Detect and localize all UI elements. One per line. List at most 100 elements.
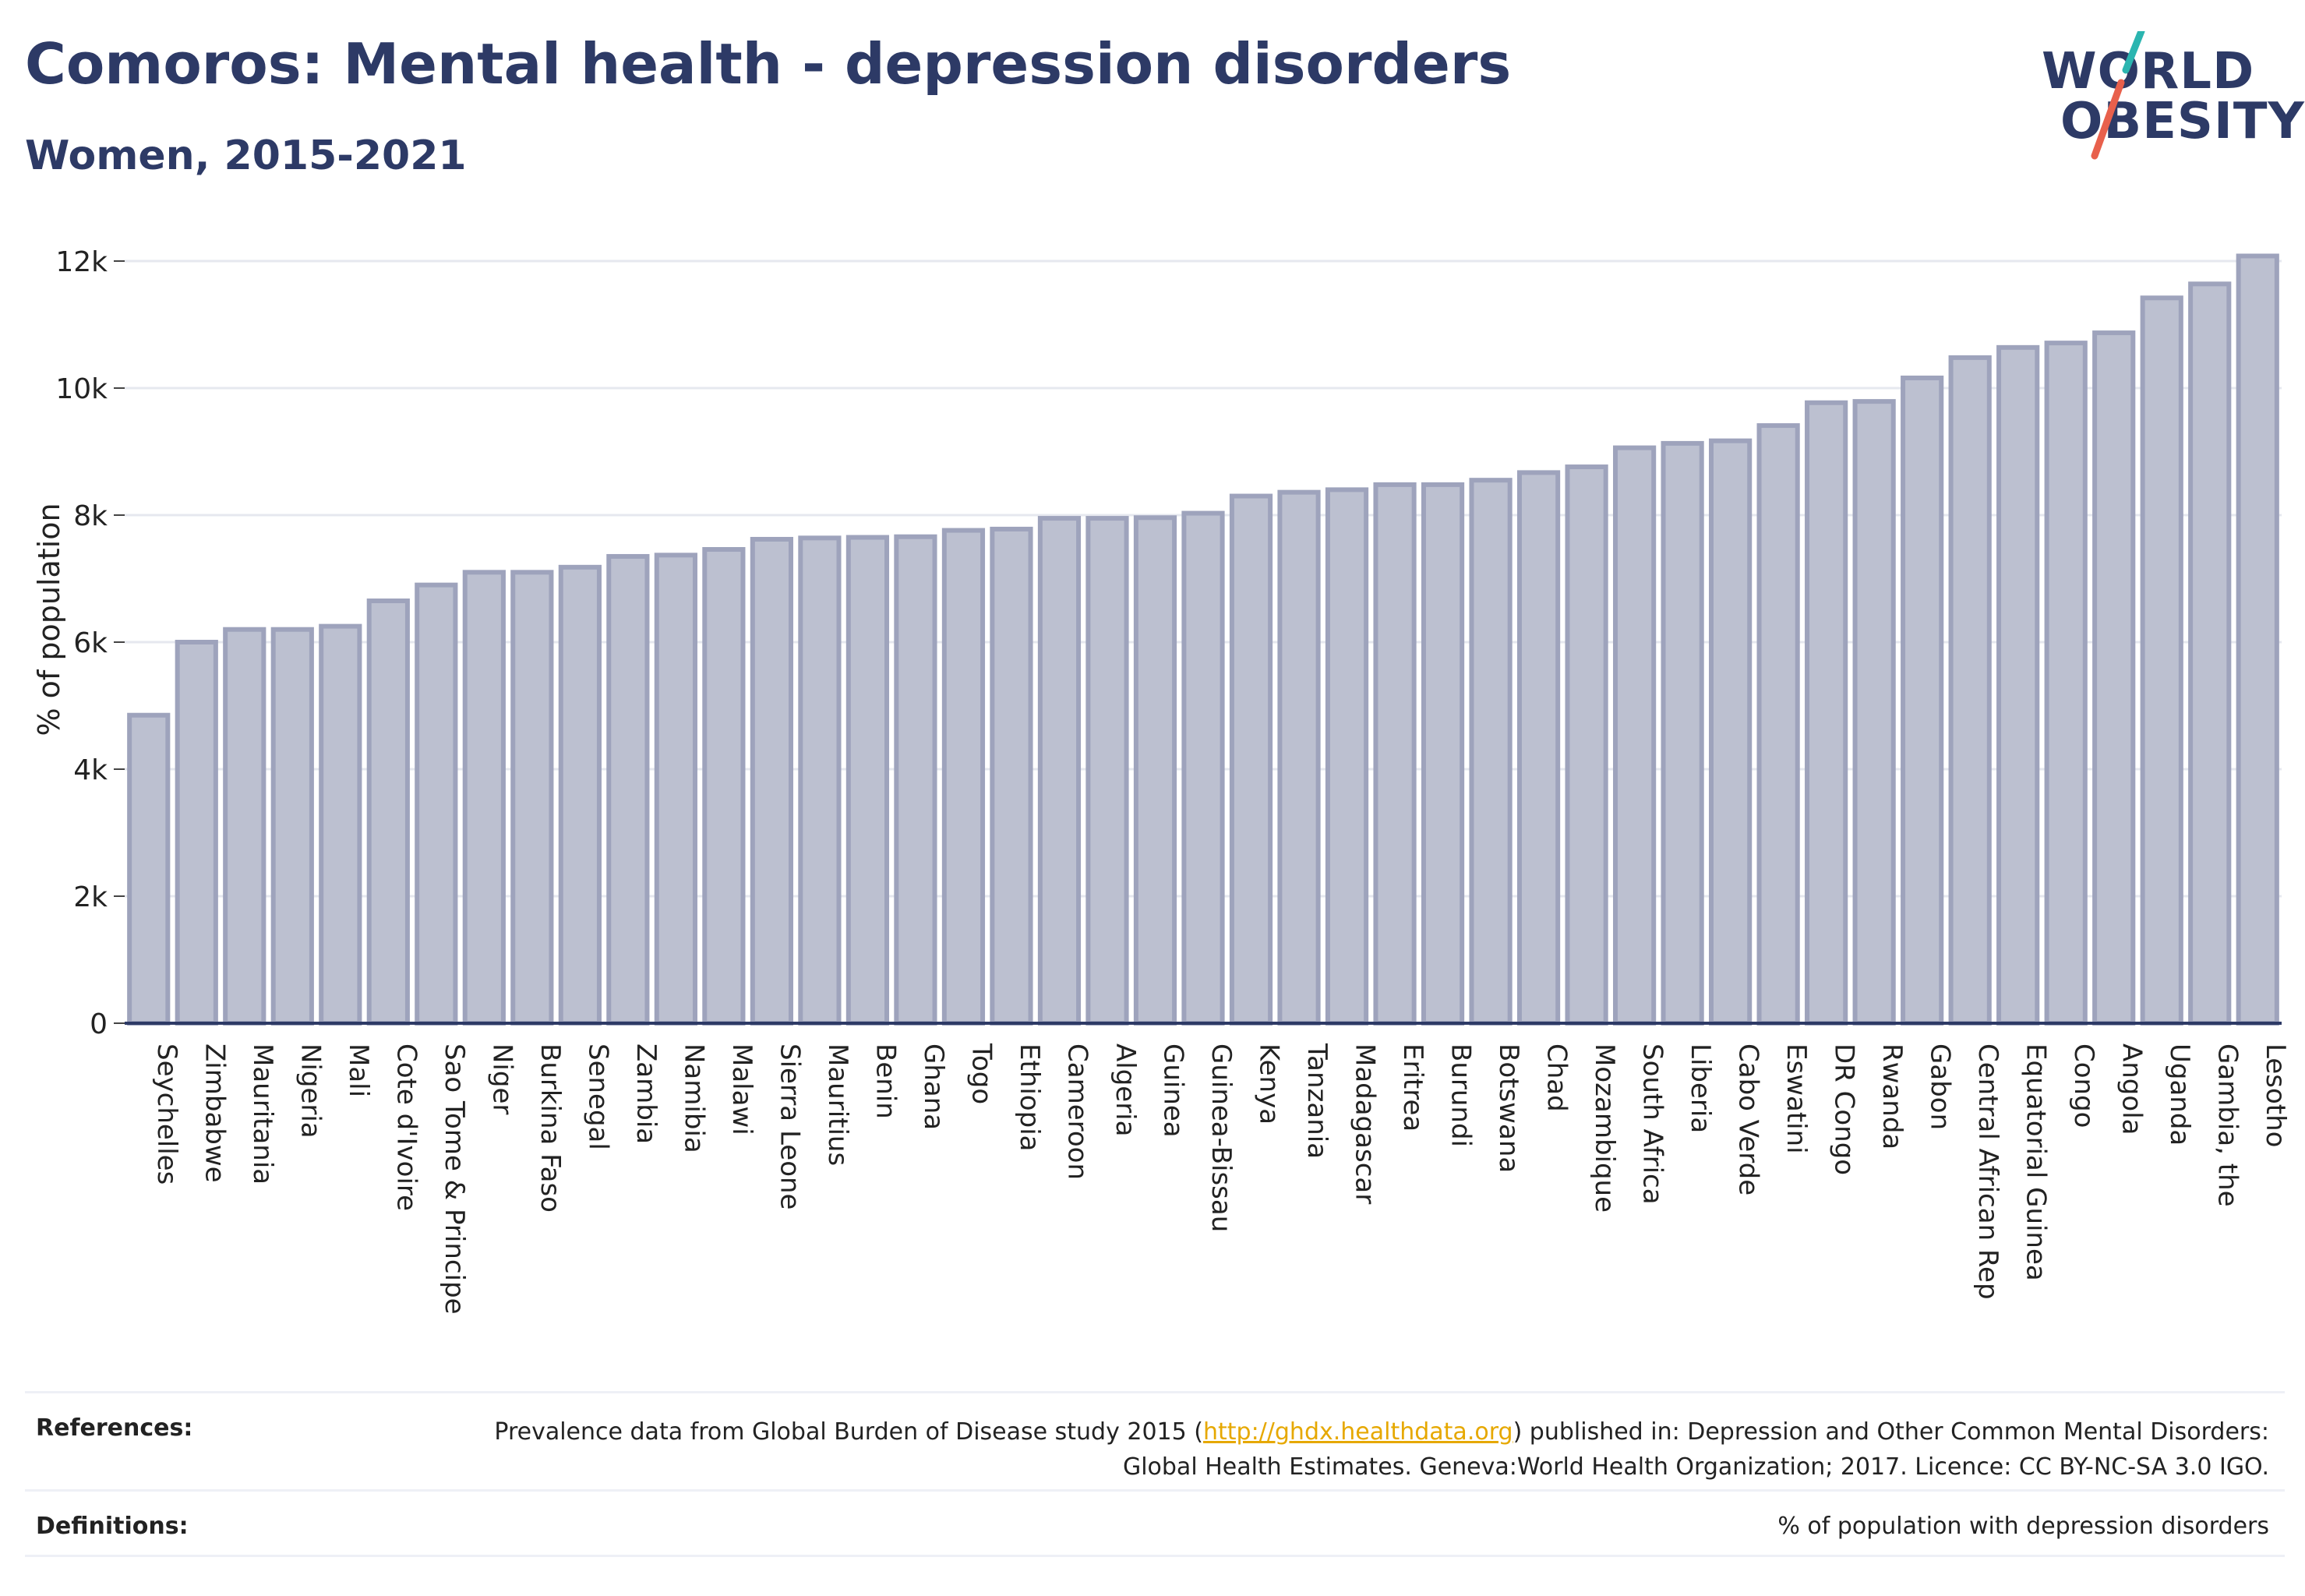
y-axis-label: % of population	[32, 503, 66, 736]
bar[interactable]	[2044, 341, 2088, 1026]
bar[interactable]	[319, 623, 362, 1026]
x-tick-label: Congo	[2068, 1043, 2099, 1128]
bar-chart: 0 2k 4k 6k 8k 10k 12k Seychelles Zimbabwe Maurita…	[32, 246, 2291, 1315]
x-tick-label: Sierra Leone	[774, 1043, 805, 1209]
x-tick-label: Central African Rep	[1972, 1043, 2003, 1300]
x-tick-label: Zimbabwe	[199, 1043, 230, 1183]
definitions-text: % of population with depression disorder…	[1777, 1513, 2269, 1540]
bar[interactable]	[1756, 423, 1800, 1026]
bar[interactable]	[1373, 482, 1417, 1026]
bar[interactable]	[1565, 464, 1608, 1026]
x-tick-label: Tanzania	[1301, 1043, 1333, 1159]
footer-divider-bottom	[25, 1555, 2285, 1557]
bar[interactable]	[1901, 375, 1944, 1026]
x-tick-label: Kenya	[1254, 1043, 1285, 1125]
x-tick-label: Togo	[965, 1043, 997, 1104]
bar[interactable]	[990, 526, 1033, 1026]
x-tick-label: Equatorial Guinea	[2021, 1043, 2052, 1281]
y-tick-label: 0	[90, 1008, 108, 1040]
x-tick-label: Mozambique	[1589, 1043, 1620, 1213]
bar[interactable]	[2092, 330, 2136, 1026]
bar[interactable]	[1421, 482, 1465, 1026]
x-tick-label: Chad	[1541, 1043, 1573, 1112]
bar[interactable]	[1852, 399, 1896, 1026]
bar[interactable]	[2236, 253, 2279, 1026]
bar[interactable]	[1996, 344, 2040, 1026]
bar[interactable]	[2188, 281, 2232, 1026]
references-text-after: ) published in: Depression and Other Com…	[1122, 1418, 2269, 1481]
x-tick-label: Malawi	[726, 1043, 757, 1135]
definitions-label: Definitions:	[36, 1513, 189, 1540]
bar[interactable]	[1181, 510, 1225, 1026]
bar[interactable]	[1516, 470, 1561, 1026]
bar[interactable]	[366, 598, 410, 1026]
bar[interactable]	[127, 712, 171, 1026]
x-tick-label: Burkina Faso	[535, 1043, 566, 1213]
y-tick-label: 10k	[55, 373, 108, 405]
x-tick-label: Eswatini	[1781, 1043, 1812, 1154]
bar[interactable]	[1661, 440, 1704, 1026]
x-tick-label: Ethiopia	[1014, 1043, 1045, 1151]
references-link[interactable]: http://ghdx.healthdata.org	[1202, 1418, 1513, 1446]
x-tick-label: Sao Tome & Principe	[439, 1043, 470, 1315]
x-tick-label: Cote d'Ivoire	[390, 1043, 422, 1211]
x-tick-label: Mauritius	[822, 1043, 853, 1166]
bar[interactable]	[750, 536, 794, 1026]
y-tick-label: 12k	[55, 246, 108, 278]
bar[interactable]	[1709, 438, 1753, 1026]
x-tick-label: Angola	[2116, 1043, 2148, 1135]
bar[interactable]	[462, 570, 506, 1026]
x-tick-label: Gambia, the	[2212, 1043, 2243, 1207]
x-tick-label: Namibia	[678, 1043, 709, 1153]
x-tick-label: Cabo Verde	[1733, 1043, 1764, 1195]
chart-subtitle: Women, 2015-2021	[25, 132, 467, 179]
x-tick-label: Gabon	[1925, 1043, 1956, 1130]
bar[interactable]	[1325, 487, 1369, 1026]
x-tick-label: Botswana	[1493, 1043, 1524, 1173]
axes: 0 2k 4k 6k 8k 10k 12k Seychelles Zimbabwe Maurita…	[55, 246, 2291, 1315]
logo-line1: WORLD	[2042, 43, 2255, 101]
bar[interactable]	[654, 553, 697, 1026]
x-tick-label: Uganda	[2164, 1043, 2195, 1146]
references-label: References:	[36, 1414, 193, 1442]
bar[interactable]	[175, 640, 218, 1026]
x-tick-label: Algeria	[1110, 1043, 1141, 1136]
bar[interactable]	[1277, 489, 1321, 1026]
x-tick-label: Mauritania	[247, 1043, 278, 1185]
x-tick-label: Ghana	[918, 1043, 949, 1130]
footer-divider-middle	[25, 1489, 2285, 1492]
bar[interactable]	[1805, 400, 1848, 1026]
bar[interactable]	[558, 564, 602, 1026]
bar[interactable]	[223, 627, 267, 1026]
bar[interactable]	[845, 535, 890, 1026]
bars	[127, 253, 2279, 1026]
bar[interactable]	[415, 582, 458, 1026]
x-tick-label: Lesotho	[2260, 1043, 2291, 1147]
y-tick-label: 4k	[73, 754, 108, 786]
x-tick-label: DR Congo	[1829, 1043, 1860, 1175]
bar[interactable]	[2140, 295, 2183, 1026]
bar[interactable]	[606, 553, 650, 1026]
bar[interactable]	[1229, 493, 1273, 1026]
bar[interactable]	[1037, 516, 1082, 1026]
bar[interactable]	[1948, 355, 1992, 1026]
bar[interactable]	[941, 528, 986, 1026]
world-obesity-logo[interactable]: WORLD OBESITY	[2026, 31, 2304, 164]
bar[interactable]	[702, 547, 746, 1026]
references-text: Prevalence data from Global Burden of Di…	[477, 1414, 2269, 1485]
x-tick-label: Guinea	[1157, 1043, 1188, 1138]
bar[interactable]	[1085, 516, 1129, 1026]
bar[interactable]	[510, 570, 554, 1026]
bar[interactable]	[1133, 515, 1177, 1026]
bar[interactable]	[1469, 478, 1513, 1026]
bar[interactable]	[1612, 445, 1657, 1026]
y-tick-label: 8k	[73, 500, 108, 532]
bar[interactable]	[270, 627, 314, 1026]
y-tick-label: 2k	[73, 881, 108, 913]
x-tick-label: Seychelles	[151, 1043, 182, 1185]
bar[interactable]	[894, 534, 937, 1026]
bar[interactable]	[798, 535, 842, 1026]
x-tick-label: South Africa	[1637, 1043, 1668, 1205]
references-text-before: Prevalence data from Global Burden of Di…	[494, 1418, 1203, 1446]
x-tick-label: Benin	[870, 1043, 901, 1119]
